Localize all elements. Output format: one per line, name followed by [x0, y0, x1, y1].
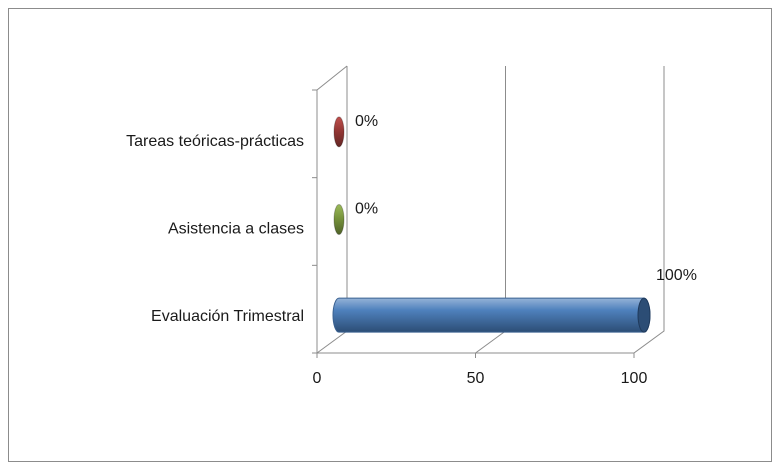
chart-bars	[332, 116, 651, 333]
category-label: Evaluación Trimestral	[151, 308, 304, 325]
tick-label: 100	[621, 370, 648, 387]
bar-zero-cap	[333, 116, 345, 148]
tick-label: 0	[313, 370, 322, 387]
tick-label: 50	[467, 370, 485, 387]
bar-evaluacion-trimestral	[332, 297, 651, 333]
data-label: 0%	[355, 201, 378, 218]
chart-labels: 0 50 100 Tareas teóricas-prácticas 0% Asisten…	[126, 113, 697, 387]
bar-chart: 0 50 100 Tareas teóricas-prácticas 0% Asisten…	[126, 65, 697, 387]
gridline	[633, 66, 665, 354]
data-label: 0%	[355, 113, 378, 130]
data-label: 100%	[656, 267, 697, 284]
bar-zero-cap	[333, 204, 345, 235]
chart-axes	[312, 89, 635, 358]
category-label: Tareas teóricas-prácticas	[126, 133, 304, 150]
category-label: Asistencia a clases	[168, 221, 304, 238]
bar-end-cap	[637, 297, 651, 333]
back-wall-edge	[316, 65, 348, 91]
chart-frame: 0 50 100 Tareas teóricas-prácticas 0% Asisten…	[8, 8, 772, 462]
